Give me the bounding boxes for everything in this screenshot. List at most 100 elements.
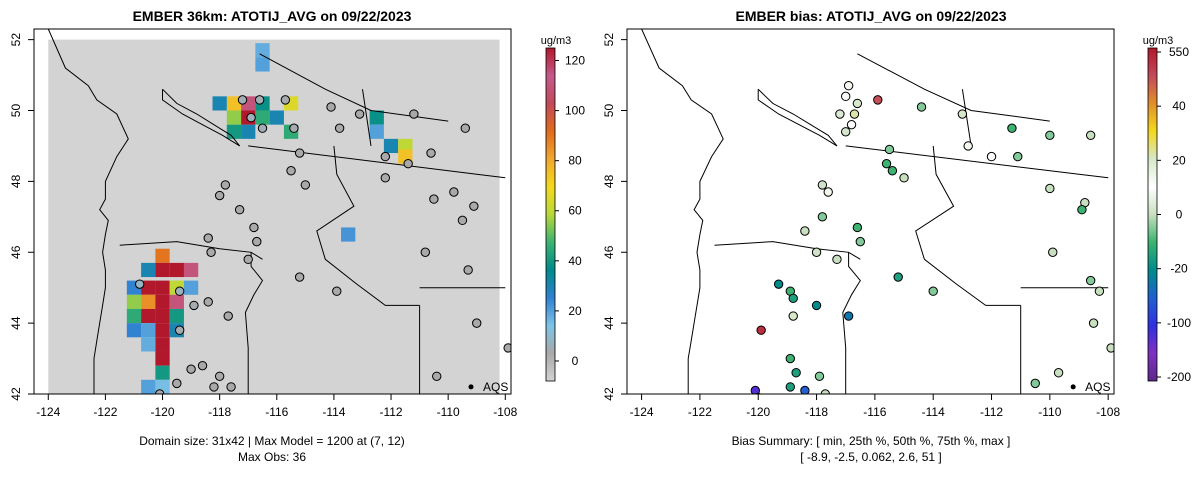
right-y-axis: 42 44 46 48 50 52 [602,33,627,401]
colorbar-tick-label: 550 [1169,45,1189,59]
x-tick-label: -124 [36,405,60,419]
model-grid-cell [141,308,156,324]
observation-site-marker [174,325,185,335]
model-grid-cell [126,308,142,324]
x-tick-label: -116 [863,405,886,419]
bias-site-marker [843,311,854,321]
x-tick-label: -120 [746,405,770,419]
y-tick-label: 44 [9,316,23,330]
model-grid-cell [183,280,199,295]
bias-site-marker [1085,130,1096,141]
colorbar-tick-label: -20 [1170,262,1188,276]
bias-site-marker [823,187,833,197]
bias-site-marker [791,368,801,378]
bias-site-marker [1106,343,1114,353]
bias-site-marker [849,109,860,119]
observation-site-marker [186,364,196,374]
x-tick-label: -112 [980,405,1003,419]
aqs-legend-dot [468,384,474,390]
observation-site-marker [172,378,182,389]
x-tick-label: -108 [493,405,517,419]
bias-site-marker [893,272,903,282]
model-grid-cell [169,308,184,324]
bias-site-marker [887,166,898,176]
model-grid-cell [226,124,242,139]
observation-site-marker [214,190,225,201]
y-tick-label: 42 [9,387,23,401]
bias-site-marker [788,311,798,321]
x-tick-label: -120 [151,405,175,419]
observation-site-marker [286,166,296,176]
x-tick-label: -124 [630,405,654,419]
bias-site-marker [1094,286,1105,296]
right-map-panel: EMBER bias: ATOTIJ_AVG on 09/22/2023 AQS… [602,8,1191,464]
x-tick-label: -118 [208,405,231,419]
bias-site-marker [963,141,973,151]
observation-site-marker [234,205,245,215]
model-grid-cell [226,96,242,111]
bias-site-marker [884,144,895,155]
model-grid-cell [255,110,270,125]
right-colorbar-unit: ug/m3 [1143,35,1174,47]
colorbar-tick-label: 40 [1172,99,1186,113]
left-map-panel: EMBER 36km: ATOTIJ_AVG on 09/22/2023 AQS… [9,8,585,464]
model-grid-cell [212,96,227,111]
model-grid-cell [126,323,142,338]
bias-site-marker [1007,123,1017,133]
model-grid-cell [369,110,384,125]
bias-site-marker [814,371,825,381]
observation-site-marker [223,311,233,321]
coastline [641,29,724,394]
x-tick-label: -110 [1038,405,1061,419]
model-grid-cell [269,110,284,125]
bias-site-marker [1045,183,1055,194]
observation-site-marker [174,286,185,296]
y-tick-label: 46 [602,245,616,259]
model-grid-cell [183,262,199,278]
model-grid-cell [169,294,184,309]
bias-site-marker [1048,247,1058,257]
bias-site-marker [835,109,845,119]
model-grid-cell [255,57,270,72]
bias-site-marker [899,173,909,183]
observation-site-marker [206,247,216,257]
observation-site-marker [289,123,299,133]
x-tick-label: -118 [805,405,828,419]
model-grid-cell [341,227,356,242]
observation-site-marker [294,272,305,282]
y-tick-label: 50 [602,104,616,118]
colorbar-gradient [545,47,556,382]
model-grid-cell [169,262,184,278]
model-grid-cell [155,323,170,338]
right-map-plot-area: AQS [641,29,1114,394]
bias-site-marker [1053,368,1064,378]
x-tick-label: -108 [1096,405,1120,419]
y-tick-label: 48 [602,174,616,188]
state-border [119,241,263,260]
model-grid-cell [155,351,170,366]
observation-site-marker [237,95,248,105]
bias-site-marker [841,91,851,102]
bias-site-marker [846,119,857,130]
model-grid-cell [141,280,156,295]
model-grid-cell [141,379,156,394]
x-tick-label: -114 [922,405,945,419]
aqs-legend-label: AQS [483,380,508,394]
model-grid-cell [241,124,256,139]
observation-site-marker [420,247,431,257]
observation-site-marker [226,382,236,392]
bias-site-marker [785,382,796,392]
observation-site-marker [280,95,291,105]
bias-site-marker [1085,275,1096,286]
observation-site-marker [249,222,259,233]
observation-site-marker [426,148,436,158]
x-tick-label: -122 [93,405,117,419]
x-tick-label: -112 [379,405,402,419]
state-border [316,145,420,306]
observation-site-marker [300,180,311,190]
observation-site-marker [197,360,208,371]
model-grid-cell [255,43,270,58]
observation-site-marker [220,180,231,190]
x-tick-label: -114 [322,405,345,419]
colorbar-tick-label: 40 [568,254,582,268]
